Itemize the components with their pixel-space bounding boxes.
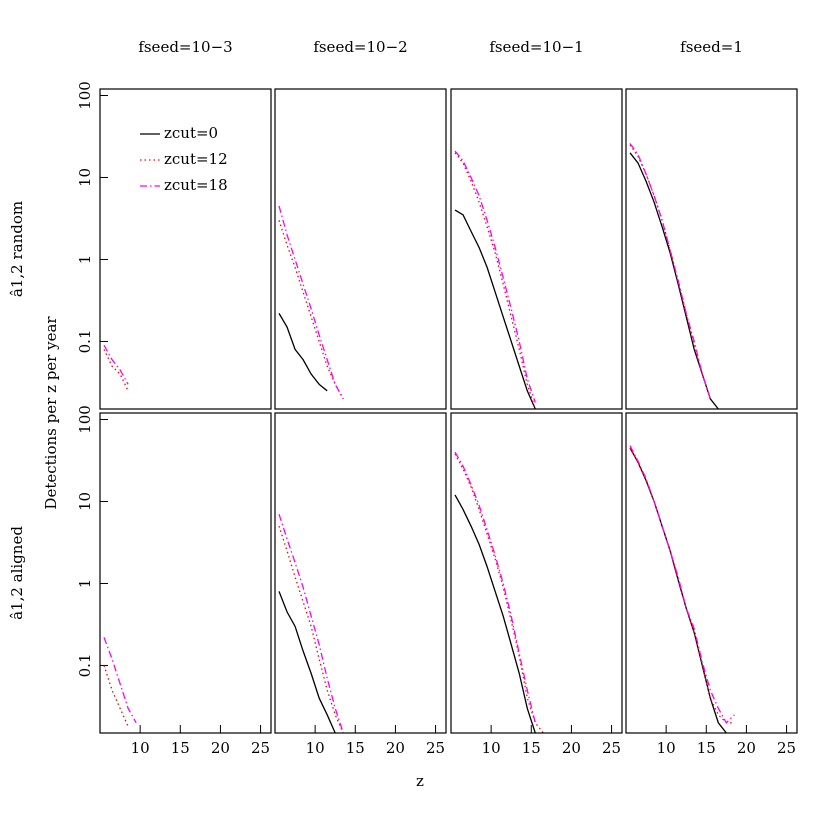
x-tick-label: 10 xyxy=(131,739,150,757)
y-tick-label: 100 xyxy=(76,405,94,434)
y-tick-label: 1 xyxy=(76,255,94,265)
panel-frame xyxy=(450,412,623,734)
panel-frame xyxy=(625,412,798,734)
series-line xyxy=(629,143,711,399)
series-line xyxy=(629,152,719,410)
x-tick-label: 15 xyxy=(697,739,716,757)
y-tick-label: 0.1 xyxy=(76,330,94,354)
series-line xyxy=(629,445,735,724)
x-tick-label: 10 xyxy=(657,739,676,757)
y-tick-label: 0.1 xyxy=(76,654,94,678)
x-tick-label: 25 xyxy=(426,739,445,757)
x-tick-label: 15 xyxy=(171,739,190,757)
panel-frame xyxy=(99,88,272,410)
series-line xyxy=(454,494,536,734)
x-tick-label: 20 xyxy=(562,739,581,757)
x-tick-label: 25 xyxy=(602,739,621,757)
panel-frame xyxy=(274,412,447,734)
legend-label: zcut=0 xyxy=(164,124,218,142)
series-line xyxy=(278,205,344,400)
panel-frame xyxy=(99,412,272,734)
row-label: â1,2 random xyxy=(8,201,26,297)
series-line xyxy=(454,209,536,410)
series-line xyxy=(103,344,129,385)
x-tick-label: 10 xyxy=(306,739,325,757)
panel-frame xyxy=(450,88,623,410)
x-tick-label: 20 xyxy=(211,739,230,757)
y-tick-label: 1 xyxy=(76,579,94,589)
series-line xyxy=(629,447,735,724)
series-line xyxy=(278,525,344,734)
x-tick-label: 15 xyxy=(522,739,541,757)
series-line xyxy=(278,591,336,734)
x-tick-label: 20 xyxy=(737,739,756,757)
series-line xyxy=(278,313,328,392)
panel-frame xyxy=(625,88,798,410)
legend-label: zcut=18 xyxy=(164,176,228,194)
series-line xyxy=(278,220,344,400)
x-tick-label: 20 xyxy=(386,739,405,757)
y-axis-label: Detections per z per year xyxy=(42,316,60,510)
panel-title: fseed=10−2 xyxy=(313,38,407,56)
panel-frame xyxy=(274,88,447,410)
row-label: â1,2 aligned xyxy=(8,526,26,620)
series-line xyxy=(454,453,544,734)
y-tick-label: 100 xyxy=(76,81,94,110)
panel-title: fseed=1 xyxy=(680,38,743,56)
panel-title: fseed=10−3 xyxy=(138,38,232,56)
x-tick-label: 15 xyxy=(346,739,365,757)
series-line xyxy=(454,152,536,410)
series-line xyxy=(103,637,137,724)
x-tick-label: 10 xyxy=(482,739,501,757)
panel-title: fseed=10−1 xyxy=(489,38,583,56)
x-tick-label: 25 xyxy=(251,739,270,757)
x-axis-label: z xyxy=(416,772,424,790)
legend-label: zcut=12 xyxy=(164,150,228,168)
series-line xyxy=(629,447,727,734)
series-line xyxy=(278,513,344,734)
series-line xyxy=(103,349,129,392)
x-tick-label: 25 xyxy=(777,739,796,757)
series-line xyxy=(454,150,536,403)
y-tick-label: 10 xyxy=(76,492,94,511)
y-tick-label: 10 xyxy=(76,168,94,187)
series-line xyxy=(454,451,536,723)
